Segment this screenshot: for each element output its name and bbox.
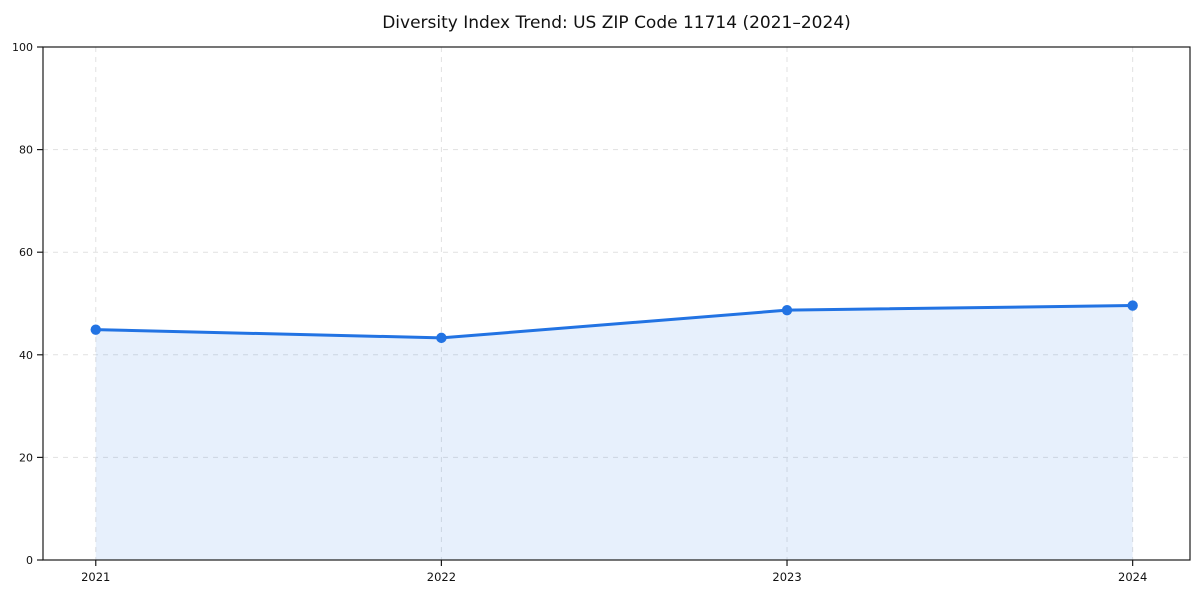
area-fill [95, 305, 1133, 560]
plot-border [42, 46, 1191, 561]
data-point-marker [1127, 300, 1138, 311]
x-tick-label: 2021 [81, 570, 110, 584]
y-tick-label: 0 [26, 554, 33, 567]
y-tick-label: 100 [12, 41, 33, 54]
chart-title: Diversity Index Trend: US ZIP Code 11714… [382, 13, 851, 33]
y-tick-label: 60 [19, 246, 33, 259]
x-tick-label: 2022 [427, 570, 456, 584]
y-tick-label: 20 [19, 451, 33, 464]
y-tick-label: 40 [19, 349, 33, 362]
trend-line [94, 304, 1135, 340]
data-point-marker [90, 324, 101, 335]
x-tick-label: 2024 [1118, 570, 1147, 584]
x-tick-label: 2023 [772, 570, 801, 584]
y-tick-label: 80 [19, 144, 33, 157]
data-point-marker [781, 304, 793, 316]
data-point-marker [436, 332, 447, 344]
